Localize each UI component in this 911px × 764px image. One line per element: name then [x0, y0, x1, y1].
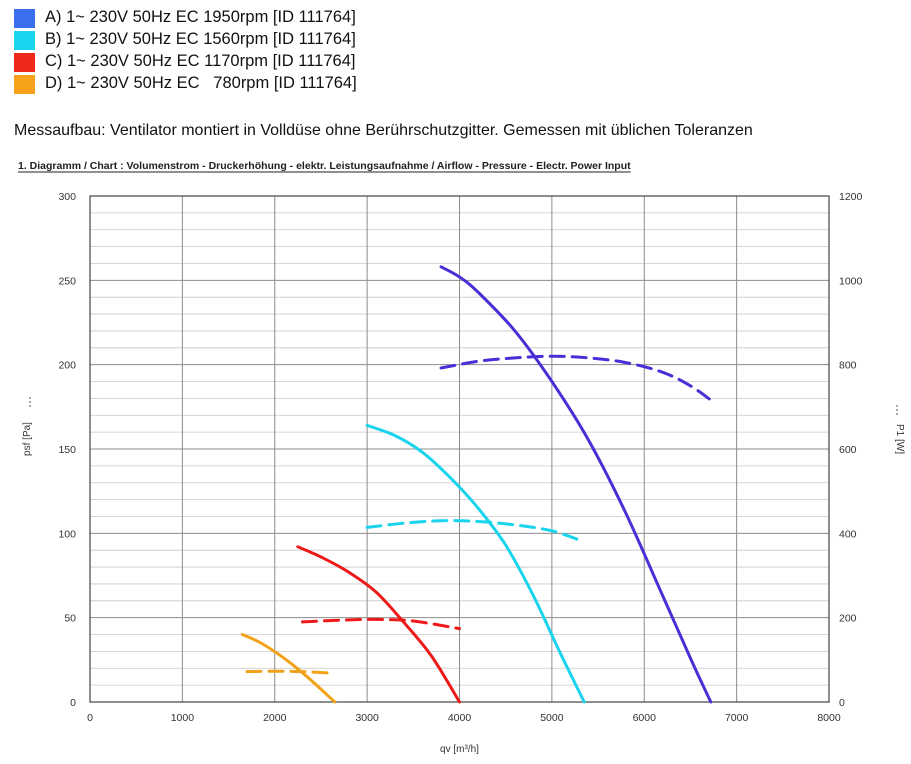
x-axis-label: qv [m³/h] — [440, 744, 479, 755]
y2-tick-label: 400 — [839, 528, 857, 540]
x-tick-label: 4000 — [448, 712, 472, 724]
y-axis-label: psf [Pa] — [22, 422, 33, 456]
y2-tick-label: 800 — [839, 360, 857, 372]
legend-label-a: A) 1~ 230V 50Hz EC 1950rpm [ID 111764] — [45, 8, 356, 26]
legend-swatch-c — [14, 53, 35, 72]
x-tick-label: 0 — [87, 712, 93, 724]
y2-axis-label: P1 [W] — [894, 424, 905, 454]
legend-label-b: B) 1~ 230V 50Hz EC 1560rpm [ID 111764] — [45, 30, 356, 48]
series-c-pressure-line — [296, 545, 461, 704]
x-tick-label: 8000 — [817, 712, 841, 724]
y-tick-label: 300 — [58, 191, 76, 203]
y2-tick-label: 200 — [839, 613, 857, 625]
series-d-pressure-line — [240, 633, 337, 704]
series-b-pressure-line — [365, 423, 586, 704]
y-tick-label: 200 — [58, 360, 76, 372]
series-d-power-line — [245, 669, 337, 675]
series-a-power-line — [439, 354, 713, 402]
y2-tick-label: 0 — [839, 697, 845, 709]
y-tick-label: 0 — [70, 697, 76, 709]
x-tick-label: 6000 — [633, 712, 657, 724]
series-b-power-line — [365, 519, 586, 544]
x-tick-label: 7000 — [725, 712, 749, 724]
x-tick-label: 3000 — [355, 712, 379, 724]
y-tick-label: 250 — [58, 275, 76, 287]
x-tick-label: 1000 — [171, 712, 195, 724]
legend-swatch-b — [14, 31, 35, 50]
x-tick-label: 2000 — [263, 712, 287, 724]
series-a-pressure-line — [439, 265, 713, 704]
y-tick-label: 100 — [58, 528, 76, 540]
series-c-power-line — [301, 617, 461, 631]
y-tick-label: 150 — [58, 444, 76, 456]
legend-label-d: D) 1~ 230V 50Hz EC 780rpm [ID 111764] — [45, 74, 357, 92]
x-tick-label: 5000 — [540, 712, 564, 724]
measurement-setup-note: Messaufbau: Ventilator montiert in Volld… — [14, 122, 753, 139]
y2-tick-label: 600 — [839, 444, 857, 456]
chart-title: 1. Diagramm / Chart : Volumenstrom - Dru… — [18, 160, 631, 172]
legend-swatch-d — [14, 75, 35, 94]
y2-tick-label: 1200 — [839, 191, 863, 203]
y-tick-label: 50 — [64, 613, 76, 625]
legend-swatch-a — [14, 9, 35, 28]
y2-tick-label: 1000 — [839, 275, 863, 287]
legend-label-c: C) 1~ 230V 50Hz EC 1170rpm [ID 111764] — [45, 52, 356, 70]
